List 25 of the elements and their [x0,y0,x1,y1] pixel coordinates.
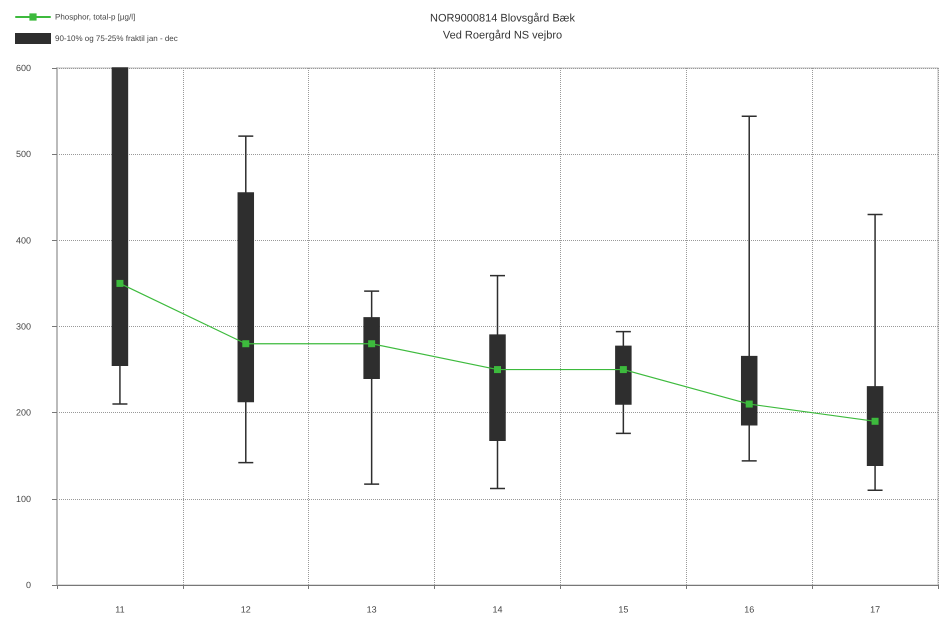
legend-label: 90-10% og 75-25% fraktil jan - dec [55,34,178,43]
y-tick-label: 200 [16,408,31,418]
point [368,340,376,348]
x-tick-label: 15 [618,604,628,614]
point [620,366,627,374]
y-tick-label: 400 [16,235,31,246]
x-tick-label: 12 [240,604,251,614]
x-tick-label: 11 [115,604,125,614]
y-tick-label: 100 [16,494,31,504]
y-tick-label: 600 [16,63,31,73]
x-tick-label: 17 [870,604,880,614]
y-tick-label: 300 [16,322,31,332]
legend-label: Phosphor, total-p [µg/l] [55,12,136,22]
point [494,366,501,374]
y-tick-label: 500 [16,149,31,160]
x-tick-label: 14 [492,604,503,614]
x-tick-label: 16 [744,604,754,614]
point [746,400,753,408]
point [872,418,879,425]
chart-title: NOR9000814 Blovsgård Bæk [430,12,576,24]
y-tick-label: 0 [26,580,31,590]
chart-subtitle: Ved Roergård NS vejbro [442,30,562,42]
point [116,280,124,287]
x-tick-label: 13 [366,604,377,614]
point [242,340,250,348]
